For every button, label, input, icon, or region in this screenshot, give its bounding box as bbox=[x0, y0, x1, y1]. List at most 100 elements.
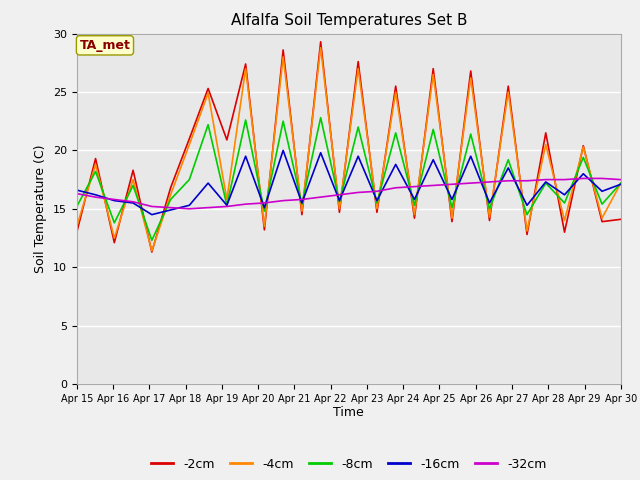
-4cm bbox=[242, 66, 250, 72]
-4cm bbox=[111, 235, 118, 241]
-16cm bbox=[148, 212, 156, 217]
-16cm bbox=[467, 154, 475, 159]
-8cm bbox=[223, 203, 230, 208]
-2cm bbox=[317, 39, 324, 45]
Line: -4cm: -4cm bbox=[77, 48, 621, 251]
-2cm bbox=[523, 232, 531, 238]
-2cm bbox=[204, 85, 212, 91]
-16cm bbox=[598, 188, 606, 194]
Title: Alfalfa Soil Temperatures Set B: Alfalfa Soil Temperatures Set B bbox=[230, 13, 467, 28]
-2cm bbox=[448, 219, 456, 225]
Line: -2cm: -2cm bbox=[77, 42, 621, 252]
-8cm bbox=[148, 238, 156, 243]
-16cm bbox=[392, 162, 399, 168]
-4cm bbox=[260, 223, 268, 229]
-2cm bbox=[392, 84, 399, 89]
-8cm bbox=[317, 115, 324, 120]
-16cm bbox=[223, 203, 230, 208]
-16cm bbox=[186, 203, 193, 208]
-32cm bbox=[373, 188, 381, 194]
-8cm bbox=[242, 117, 250, 123]
-16cm bbox=[167, 207, 175, 213]
-8cm bbox=[111, 220, 118, 226]
-4cm bbox=[129, 177, 137, 182]
-16cm bbox=[73, 187, 81, 193]
-32cm bbox=[411, 184, 419, 190]
-32cm bbox=[186, 206, 193, 212]
-8cm bbox=[167, 197, 175, 203]
-32cm bbox=[523, 178, 531, 184]
-32cm bbox=[598, 176, 606, 181]
-32cm bbox=[73, 191, 81, 196]
-2cm bbox=[561, 229, 568, 235]
-32cm bbox=[111, 197, 118, 203]
-32cm bbox=[148, 204, 156, 209]
-4cm bbox=[392, 89, 399, 95]
-8cm bbox=[617, 180, 625, 186]
-8cm bbox=[429, 127, 437, 132]
-2cm bbox=[579, 143, 587, 149]
-4cm bbox=[223, 197, 230, 203]
-4cm bbox=[167, 192, 175, 198]
-32cm bbox=[167, 205, 175, 211]
Line: -16cm: -16cm bbox=[77, 150, 621, 215]
-2cm bbox=[542, 130, 550, 136]
-32cm bbox=[335, 192, 343, 198]
-8cm bbox=[373, 200, 381, 206]
-8cm bbox=[279, 118, 287, 124]
-16cm bbox=[355, 154, 362, 159]
-4cm bbox=[73, 223, 81, 229]
-2cm bbox=[242, 61, 250, 67]
-16cm bbox=[542, 179, 550, 185]
-32cm bbox=[129, 199, 137, 204]
-16cm bbox=[242, 154, 250, 159]
-4cm bbox=[542, 142, 550, 147]
X-axis label: Time: Time bbox=[333, 407, 364, 420]
-8cm bbox=[73, 204, 81, 209]
Y-axis label: Soil Temperature (C): Soil Temperature (C) bbox=[35, 144, 47, 273]
-16cm bbox=[317, 150, 324, 156]
Line: -8cm: -8cm bbox=[77, 118, 621, 240]
-4cm bbox=[411, 212, 419, 217]
-2cm bbox=[260, 227, 268, 233]
-2cm bbox=[355, 59, 362, 64]
-4cm bbox=[429, 72, 437, 77]
-32cm bbox=[561, 177, 568, 182]
-32cm bbox=[223, 204, 230, 209]
-8cm bbox=[335, 199, 343, 204]
-2cm bbox=[617, 216, 625, 222]
-2cm bbox=[279, 47, 287, 53]
-32cm bbox=[486, 179, 493, 185]
-8cm bbox=[392, 130, 399, 136]
-4cm bbox=[186, 142, 193, 147]
-32cm bbox=[467, 180, 475, 186]
-16cm bbox=[504, 165, 512, 171]
Legend: -2cm, -4cm, -8cm, -16cm, -32cm: -2cm, -4cm, -8cm, -16cm, -32cm bbox=[146, 453, 552, 476]
-16cm bbox=[204, 180, 212, 186]
-16cm bbox=[92, 192, 99, 198]
-32cm bbox=[448, 181, 456, 187]
-4cm bbox=[448, 215, 456, 221]
-4cm bbox=[279, 54, 287, 60]
-8cm bbox=[504, 157, 512, 163]
-16cm bbox=[561, 192, 568, 198]
-8cm bbox=[92, 168, 99, 174]
-8cm bbox=[523, 212, 531, 217]
-32cm bbox=[429, 182, 437, 188]
-16cm bbox=[111, 198, 118, 204]
-32cm bbox=[242, 201, 250, 207]
-8cm bbox=[411, 203, 419, 208]
-8cm bbox=[467, 131, 475, 137]
-4cm bbox=[561, 217, 568, 223]
-2cm bbox=[111, 240, 118, 246]
-8cm bbox=[260, 208, 268, 214]
-16cm bbox=[429, 157, 437, 163]
-2cm bbox=[335, 209, 343, 215]
-4cm bbox=[486, 214, 493, 220]
-4cm bbox=[467, 75, 475, 81]
-32cm bbox=[204, 205, 212, 211]
-8cm bbox=[542, 180, 550, 186]
-2cm bbox=[467, 68, 475, 74]
-32cm bbox=[92, 194, 99, 200]
-16cm bbox=[335, 198, 343, 204]
